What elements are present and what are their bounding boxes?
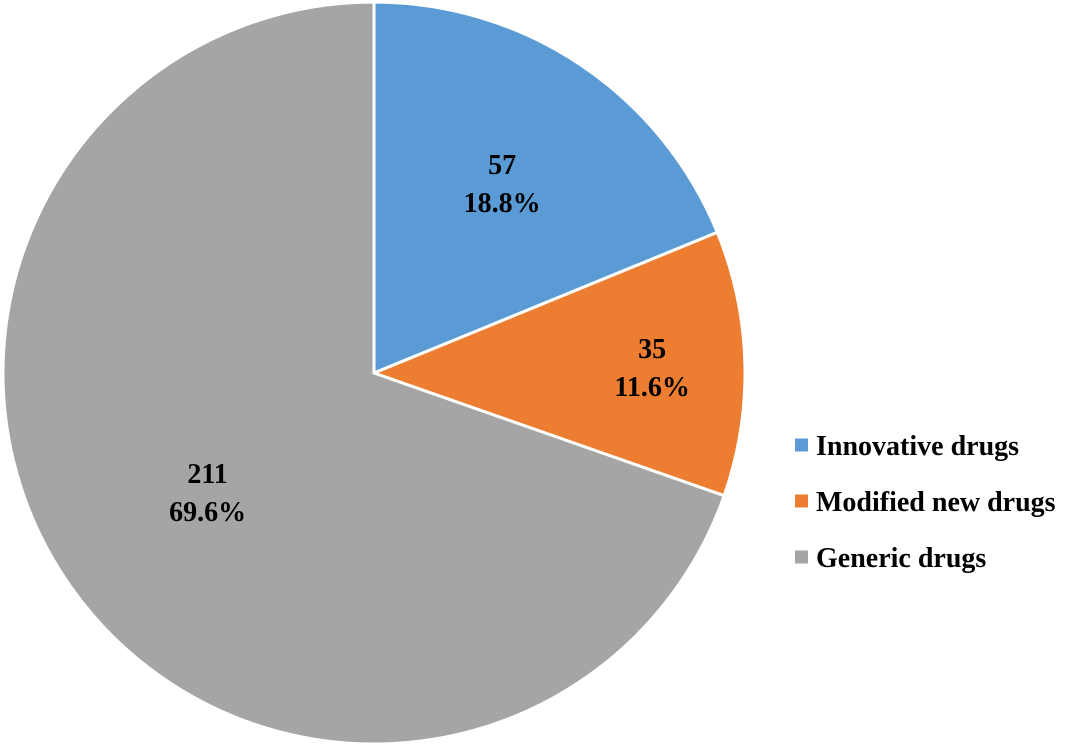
pie-slice-generic-drugs [1, 0, 727, 745]
data-label-percent-generic-drugs: 69.6% [169, 497, 246, 528]
pie-data-labels: 57 18.8% 35 11.6% 211 69.6% [169, 150, 690, 528]
data-label-percent-innovative-drugs: 18.8% [464, 188, 541, 219]
legend-swatch-generic-drugs [795, 550, 808, 564]
pie-slice-modified-new-drugs [369, 230, 747, 498]
data-label-value-modified-new-drugs: 35 [638, 334, 666, 365]
legend: Innovative drugs Modified new drugs Generi… [795, 431, 1056, 574]
legend-item-generic-drugs: Generic drugs [795, 543, 986, 574]
data-label-percent-modified-new-drugs: 11.6% [614, 372, 689, 403]
pie-slice-innovative-drugs [372, 0, 720, 376]
data-label-value-generic-drugs: 211 [187, 459, 227, 490]
legend-item-modified-new-drugs: Modified new drugs [795, 487, 1056, 518]
legend-item-innovative-drugs: Innovative drugs [795, 431, 1019, 462]
pie-slices [1, 0, 747, 745]
data-label-value-innovative-drugs: 57 [488, 150, 516, 181]
legend-swatch-innovative-drugs [795, 438, 808, 452]
legend-label-innovative-drugs: Innovative drugs [816, 431, 1019, 462]
legend-label-modified-new-drugs: Modified new drugs [816, 487, 1056, 518]
legend-label-generic-drugs: Generic drugs [816, 543, 986, 574]
legend-swatch-modified-new-drugs [795, 494, 808, 508]
